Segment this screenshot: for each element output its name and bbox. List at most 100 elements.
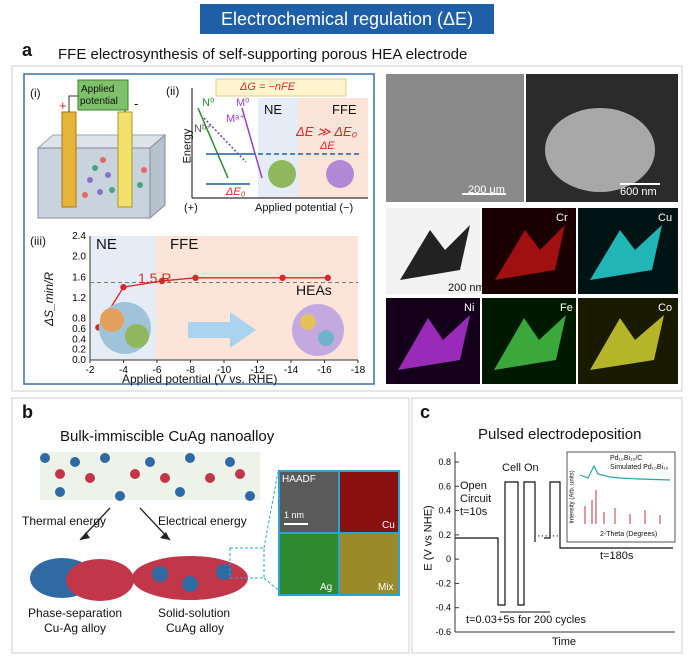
- electrode-left: [61, 111, 77, 208]
- eds-label-cr: Cr: [556, 212, 568, 224]
- condition-label: ΔE ≫ ΔE₀: [296, 124, 358, 139]
- xrd-simulated: [584, 490, 661, 524]
- panel-a-left-frame: [23, 73, 375, 385]
- inset-x-label: 2-Theta (Degrees): [600, 531, 658, 538]
- pulse-waveform: [455, 481, 536, 606]
- panel-b-frame: [11, 397, 410, 654]
- sem-scale-2: 600 nm: [620, 186, 657, 198]
- y-tick-label-7: 2.0: [72, 252, 86, 263]
- cu-map: [340, 472, 398, 532]
- electrode-right: [117, 111, 133, 208]
- sub-iii-label: (iii): [30, 234, 46, 248]
- energy-diagram: [191, 78, 368, 199]
- map-scale-label: 1 nm: [284, 510, 305, 520]
- electrolysis-cell: [36, 79, 167, 220]
- entropy-point-5: [324, 274, 332, 282]
- y-tick-label-2: 0.4: [72, 334, 86, 345]
- applied-text-2: potential: [80, 96, 118, 107]
- pulse-y-tick-label-1: 0.6: [438, 481, 451, 491]
- map-mix-label: Mix: [378, 582, 394, 593]
- x-tick-label-1: -4: [119, 365, 128, 376]
- minus-sign: -: [134, 96, 139, 111]
- ag-map: [280, 534, 338, 594]
- nb-label: Nᵇ⁺: [194, 123, 212, 135]
- inset-y-label: Intensity (Arb. units): [569, 470, 576, 524]
- ne-label: NE: [264, 102, 283, 117]
- y-tick-label-0: 0.0: [72, 355, 86, 366]
- sem-image-1: [386, 74, 524, 202]
- map-haadf-label: HAADF: [282, 474, 316, 485]
- ma-label: Mᵃ⁺: [226, 113, 246, 125]
- entropy-point-3: [192, 274, 199, 282]
- pulse-chart: 0.80.60.40.20-0.2-0.4-0.6354045505560657…: [435, 451, 676, 637]
- panel-b-title: Bulk-immiscible CuAg nanoalloy: [60, 428, 275, 445]
- sub-ii-label: (ii): [166, 84, 180, 98]
- x-tick-label-0: -2: [86, 365, 95, 376]
- electrical-label: Electrical energy: [158, 514, 247, 528]
- right-caption-2: CuAg alloy: [166, 621, 225, 635]
- entropy-point-4: [279, 274, 286, 282]
- eds-label-cu: Cu: [658, 212, 673, 224]
- mix-map: [340, 534, 398, 594]
- panel-c-frame: [411, 397, 683, 654]
- applied-text-1: Applied: [81, 84, 115, 95]
- left-caption-1: Phase-separation: [28, 606, 123, 620]
- potential-axis-label: Applied potential (−): [255, 202, 354, 214]
- x-tick-label-8: -18: [351, 365, 366, 376]
- pulse-y-tick-label-7: -0.6: [435, 627, 451, 637]
- sub-i-label: (i): [30, 86, 41, 100]
- ne-region-label: NE: [96, 236, 117, 253]
- entropy-x-label: Applied potential (V vs. RHE): [122, 372, 278, 386]
- entropy-plot: -2 -4 -6 -8 -10 -12 -14 -16 -18 0.00.20.40.60.8 1.…: [72, 231, 366, 376]
- entropy-point-2: [158, 277, 166, 285]
- y-tick-label-3: 0.6: [72, 324, 86, 335]
- eds-label-ni: Ni: [464, 302, 475, 314]
- final-step: [544, 481, 673, 549]
- x-tick-label-4: -10: [217, 365, 232, 376]
- pulse-label: t=0.03+5s for 200 cycles: [466, 614, 586, 626]
- eds-label-fe: Fe: [560, 302, 573, 314]
- cuag-lattice: [40, 452, 260, 501]
- energy-axis-label: Energy: [181, 128, 194, 164]
- ffe-particle: [326, 160, 354, 188]
- zoom-box: [229, 547, 265, 579]
- ffe-label: FFE: [332, 102, 357, 117]
- panel-b-letter: b: [22, 402, 33, 422]
- y-tick-label-8: 2.4: [72, 231, 86, 242]
- eds-label-co: Co: [658, 302, 673, 314]
- delta-e0-label: ΔE₀: [226, 186, 246, 198]
- pulse-y-tick-label-6: -0.4: [435, 603, 451, 613]
- y-tick-label-6: 1.6: [72, 272, 86, 283]
- panel-a-frame: [11, 65, 683, 392]
- sem-scale-1: 200 μm: [468, 184, 505, 196]
- y-tick-label-5: 1.2: [72, 293, 86, 304]
- ne-particle: [268, 160, 296, 188]
- panel-c-title: Pulsed electrodeposition: [478, 426, 642, 443]
- y-tick-label-4: 0.8: [72, 314, 86, 325]
- phase-separated-particle: [30, 558, 134, 601]
- plus-sign: +: [59, 98, 67, 113]
- entropy-series-line: [97, 277, 328, 328]
- potential-plus: (+): [184, 202, 198, 214]
- n0-label: N⁰: [202, 97, 215, 109]
- xrd-measured: [579, 464, 671, 481]
- entropy-ticks: -2 -4 -6 -8 -10 -12 -14 -16 -18 0.00.20.40.60.8 1.…: [72, 231, 366, 376]
- x-tick-label-2: -6: [153, 365, 162, 376]
- equation-box: [215, 78, 347, 97]
- solid-solution-particle: [132, 556, 248, 600]
- x-tick-label-3: -8: [186, 365, 195, 376]
- ffe-region-label: FFE: [170, 236, 199, 253]
- hea-label: HEAs: [296, 282, 332, 298]
- x-tick-label-6: -14: [284, 365, 299, 376]
- applied-potential-box: [77, 79, 129, 111]
- panel-c-letter: c: [420, 402, 431, 422]
- map-ag-label: Ag: [320, 582, 333, 593]
- banner-title: Electrochemical regulation (ΔE): [200, 4, 494, 34]
- x-tick-label-5: -12: [250, 365, 265, 376]
- map-cu-label: Cu: [382, 520, 395, 531]
- pulse-y-tick-label-4: 0: [446, 554, 451, 564]
- pulse-y-tick-label-5: -0.2: [435, 578, 451, 588]
- open-label: Open: [460, 480, 487, 492]
- x-tick-label-7: -16: [317, 365, 332, 376]
